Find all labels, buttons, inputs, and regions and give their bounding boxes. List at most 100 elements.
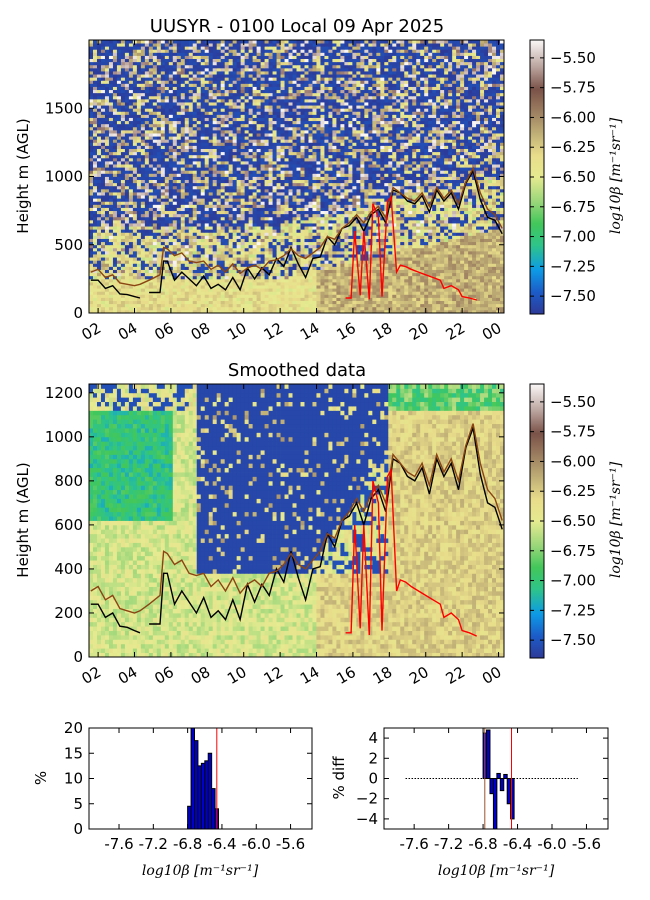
heatmap-cell <box>320 275 325 280</box>
heatmap-cell <box>160 204 166 208</box>
heatmap-cell <box>208 176 214 180</box>
heatmap-cell <box>252 238 257 243</box>
heatmap-cell <box>476 195 481 199</box>
heatmap-cell <box>424 192 429 196</box>
heatmap-cell <box>412 170 417 174</box>
heatmap-cell <box>196 263 202 267</box>
heatmap-cell <box>480 226 485 230</box>
heatmap-cell <box>184 291 190 295</box>
heatmap-cell <box>420 170 425 174</box>
heatmap-cell <box>184 182 190 187</box>
heatmap-cell <box>312 281 317 286</box>
heatmap-cell <box>452 170 457 174</box>
heatmap-cell <box>332 266 337 270</box>
heatmap-cell <box>172 182 178 187</box>
heatmap-cell <box>344 275 349 280</box>
heatmap-cell <box>248 260 254 264</box>
heatmap-cell <box>308 278 313 283</box>
heatmap-cell <box>336 300 341 305</box>
heatmap-cell <box>448 309 453 313</box>
heatmap-cell <box>452 294 457 298</box>
heatmap-cell <box>372 297 377 301</box>
heatmap-cell <box>108 223 114 227</box>
heatmap-cell <box>436 244 441 249</box>
heatmap-cell <box>416 291 421 295</box>
heatmap-cell <box>352 182 357 187</box>
heatmap-cell <box>148 244 154 249</box>
heatmap-cell <box>332 210 337 215</box>
heatmap-cell <box>432 278 437 283</box>
heatmap-cell <box>336 223 341 227</box>
heatmap-cell <box>92 303 98 308</box>
heatmap-cell <box>244 216 250 221</box>
heatmap-cell <box>108 173 114 177</box>
heatmap-cell <box>328 263 333 267</box>
heatmap-cell <box>344 263 349 267</box>
heatmap-cell <box>144 204 150 208</box>
heatmap-cell <box>456 179 461 184</box>
heatmap-cell <box>344 216 349 221</box>
heatmap-cell <box>120 164 126 168</box>
heatmap-cell <box>224 213 230 218</box>
heatmap-cell <box>484 226 489 230</box>
heatmap-cell <box>180 260 186 264</box>
heatmap-cell <box>192 216 198 221</box>
heatmap-cell <box>352 219 357 224</box>
heatmap-cell <box>208 207 214 212</box>
heatmap-cell <box>360 201 365 205</box>
heatmap-cell <box>264 272 269 277</box>
heatmap-cell <box>496 281 501 286</box>
heatmap-cell <box>372 185 377 190</box>
heatmap-cell <box>500 250 504 255</box>
heatmap-cell <box>296 297 301 301</box>
heatmap-cell <box>144 285 150 289</box>
heatmap-cell <box>340 300 345 305</box>
heatmap-cell <box>148 167 154 171</box>
heatmap-cell <box>468 250 473 255</box>
heatmap-cell <box>180 297 186 301</box>
heatmap-cell <box>324 216 329 221</box>
heatmap-cell <box>92 241 98 246</box>
heatmap-cell <box>460 281 465 286</box>
heatmap-cell <box>304 257 309 261</box>
heatmap-cell <box>412 235 417 239</box>
heatmap-cell <box>404 213 409 218</box>
heatmap-cell <box>124 250 130 255</box>
heatmap-cell <box>432 198 437 202</box>
heatmap-cell <box>144 167 150 171</box>
heatmap-cell <box>100 198 106 202</box>
heatmap-cell <box>332 176 337 180</box>
heatmap-cell <box>224 232 230 236</box>
heatmap-cell <box>484 263 489 267</box>
heatmap-cell <box>132 201 138 205</box>
heatmap-cell <box>104 297 110 301</box>
heatmap-cell <box>260 285 265 289</box>
heatmap-cell <box>304 210 309 215</box>
heatmap-cell <box>400 250 405 255</box>
heatmap-cell <box>440 269 445 274</box>
heatmap-cell <box>384 309 389 313</box>
heatmap-cell <box>364 294 369 298</box>
heatmap-cell <box>412 247 417 252</box>
heatmap-cell <box>140 294 146 298</box>
heatmap-cell <box>340 238 345 243</box>
heatmap-cell <box>460 257 465 261</box>
heatmap-cell <box>384 229 389 233</box>
heatmap-cell <box>136 241 142 246</box>
heatmap-cell <box>228 303 234 308</box>
heatmap-cell <box>412 179 417 184</box>
heatmap-cell <box>384 300 389 305</box>
heatmap-cell <box>208 195 214 199</box>
heatmap-cell <box>464 219 469 224</box>
heatmap-cell <box>124 300 130 305</box>
heatmap-cell <box>280 207 285 212</box>
heatmap-cell <box>272 232 277 236</box>
heatmap-cell <box>396 170 401 174</box>
heatmap-cell <box>324 201 329 205</box>
heatmap-cell <box>180 219 186 224</box>
heatmap-cell <box>192 192 198 196</box>
heatmap-cell <box>368 192 373 196</box>
heatmap-cell <box>168 216 174 221</box>
heatmap-cell <box>492 294 497 298</box>
heatmap-cell <box>368 173 373 177</box>
